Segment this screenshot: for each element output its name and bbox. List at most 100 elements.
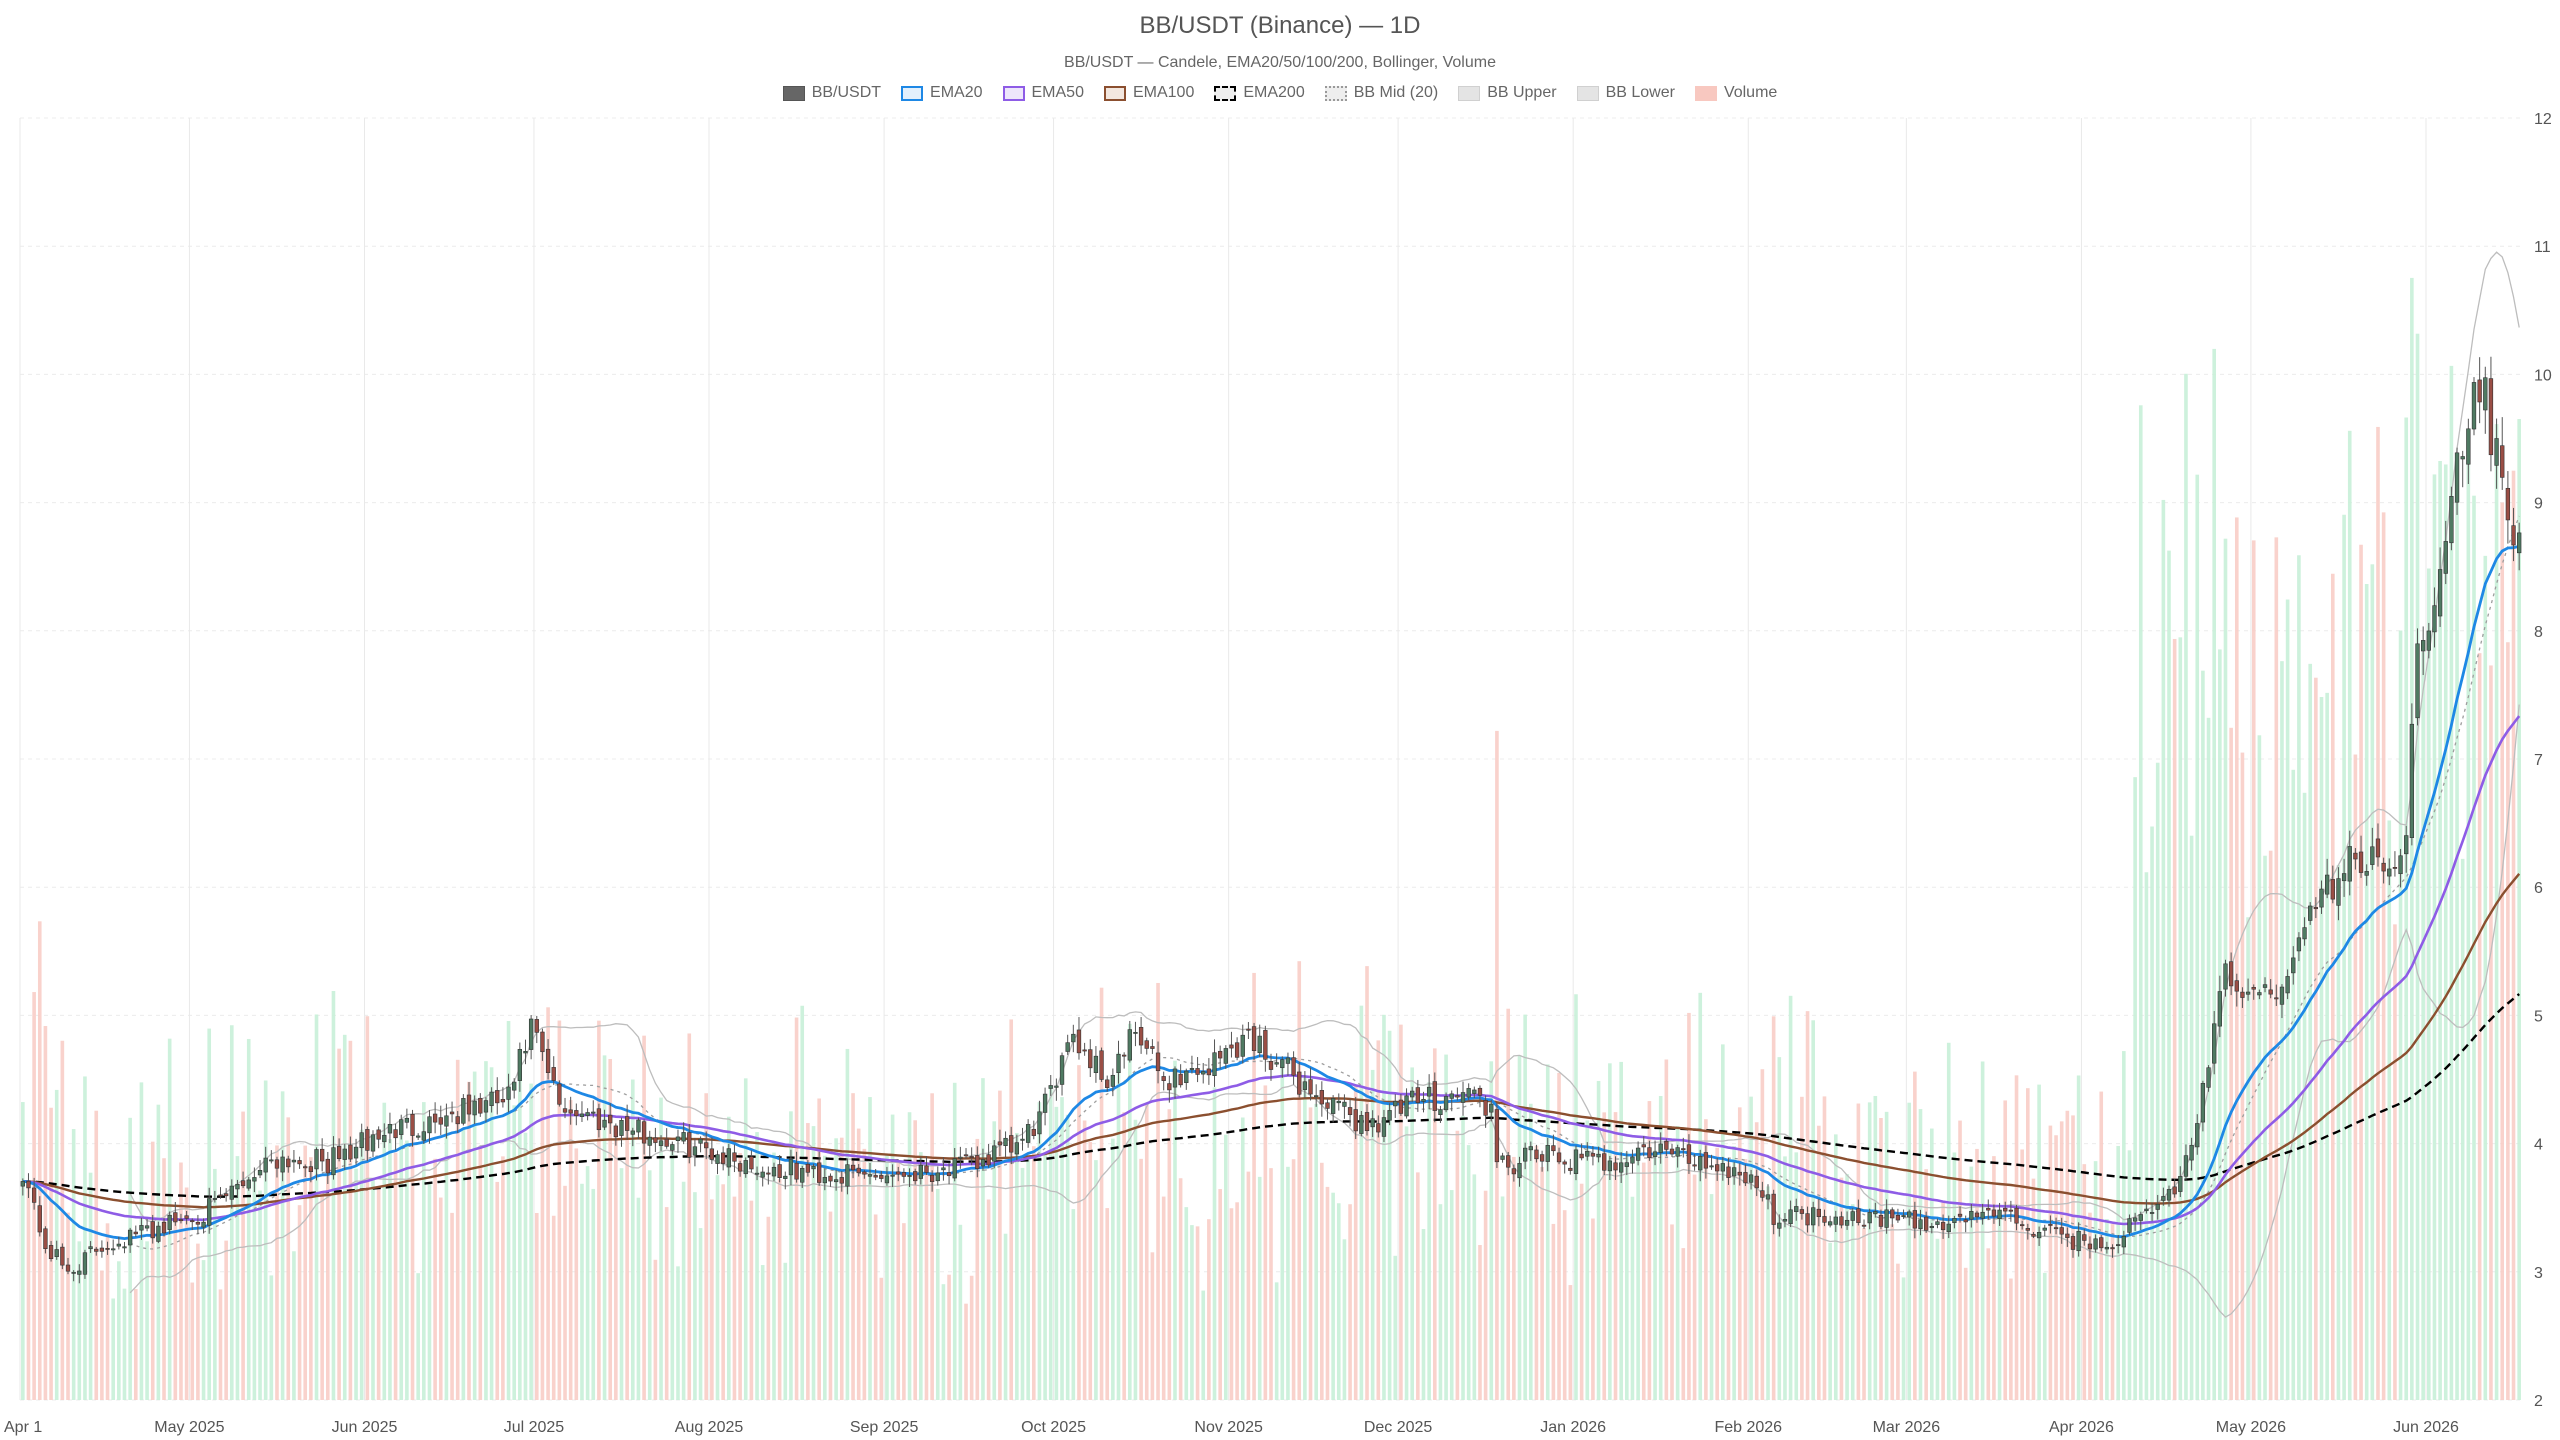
candle-body [1907, 1211, 1912, 1218]
volume-bar [2059, 1121, 2064, 1400]
y-tick-label: 4 [2534, 1137, 2543, 1154]
volume-bar [1602, 1112, 1607, 1400]
candle-body [2443, 541, 2448, 574]
volume-bar [2506, 642, 2510, 1400]
legend-swatch-bb-lower [1576, 85, 1599, 101]
volume-bar [2201, 670, 2205, 1400]
volume-bar [755, 1132, 759, 1400]
volume-bar [427, 1182, 432, 1400]
legend-item-bb-upper[interactable]: BB Upper [1458, 84, 1557, 102]
x-tick-label: Dec 2025 [1364, 1419, 1433, 1436]
volume-bar [2280, 661, 2284, 1400]
candle-body [2483, 377, 2488, 411]
volume-bar [534, 1213, 539, 1400]
volume-bar [1794, 1152, 1799, 1400]
legend-item-ema100[interactable]: EMA100 [1103, 84, 1194, 102]
legend-item-ema200[interactable]: EMA200 [1214, 84, 1305, 102]
volume-bar [2342, 514, 2346, 1400]
x-tick-label: Oct 2025 [1021, 1419, 1086, 1436]
candle-body [1387, 1110, 1392, 1121]
volume-bar [1500, 1196, 1505, 1400]
volume-bar [365, 1016, 370, 1400]
volume-bar [1675, 1126, 1680, 1400]
volume-bar [1613, 1112, 1618, 1400]
candle-body [1596, 1153, 1601, 1158]
volume-bar [1997, 1216, 2002, 1400]
volume-bar [2500, 502, 2505, 1400]
volume-bar [1737, 1107, 1742, 1400]
volume-bar [512, 1105, 516, 1400]
volume-bar [1218, 1189, 1222, 1400]
candle-body [1867, 1212, 1872, 1224]
candle-body [1765, 1194, 1771, 1200]
legend-item-bb-mid[interactable]: BB Mid (20) [1324, 84, 1438, 102]
legend-item-price[interactable]: BB/USDT [782, 84, 881, 102]
volume-bar [1353, 1084, 1358, 1400]
candle-body [1280, 1059, 1285, 1069]
legend-swatch-bb-upper [1458, 85, 1481, 101]
volume-bar [1269, 1168, 1273, 1400]
candle-body [1432, 1081, 1437, 1111]
volume-bar [2477, 653, 2482, 1400]
candle-body [1195, 1068, 1200, 1075]
volume-bar [794, 1017, 799, 1400]
candle-body [1330, 1098, 1336, 1114]
candle-body [1579, 1153, 1584, 1159]
candle-body [1438, 1109, 1443, 1115]
volume-bar [1325, 1186, 1330, 1400]
volume-bar [331, 990, 336, 1400]
volume-bar [2251, 540, 2256, 1400]
volume-bar [1692, 1174, 1697, 1400]
volume-bar [1240, 1117, 1245, 1400]
candle-body [2048, 1224, 2053, 1226]
volume-bar [823, 1155, 827, 1400]
legend-item-ema50[interactable]: EMA50 [1002, 84, 1084, 102]
volume-bar [1173, 1060, 1177, 1400]
legend-item-volume[interactable]: Volume [1694, 84, 1777, 102]
candle-body [1240, 1034, 1245, 1057]
volume-bar [1009, 1019, 1014, 1400]
candle-body [2477, 379, 2482, 403]
legend-label-ema200: EMA200 [1243, 84, 1305, 101]
candle-body [1760, 1190, 1765, 1198]
volume-bar [2438, 460, 2442, 1400]
candle-body [675, 1136, 681, 1141]
legend-item-ema20[interactable]: EMA20 [901, 84, 983, 102]
candle-body [2387, 868, 2392, 877]
volume-bar [1907, 1102, 1912, 1400]
candle-body [1003, 1137, 1008, 1147]
candle-body [726, 1148, 731, 1168]
candle-body [624, 1116, 630, 1131]
candle-body [2234, 980, 2239, 992]
volume-bar [506, 1020, 511, 1400]
candle-body [517, 1049, 522, 1081]
candle-body [1827, 1221, 1833, 1226]
volume-bar [1257, 1176, 1262, 1400]
volume-bar [1658, 1095, 1663, 1400]
volume-bar [992, 1121, 997, 1400]
candle-body [156, 1225, 161, 1242]
candle-body [495, 1090, 500, 1104]
candle-body [1816, 1208, 1822, 1217]
candle-body [1664, 1140, 1669, 1150]
volume-bar [1540, 1167, 1544, 1400]
volume-bar [83, 1076, 87, 1400]
volume-bar [1963, 1267, 1968, 1400]
candle-body [924, 1165, 929, 1173]
legend-item-bb-lower[interactable]: BB Lower [1576, 84, 1675, 102]
candle-body [2313, 907, 2319, 910]
volume-bar [760, 1265, 765, 1400]
candle-body [246, 1179, 251, 1189]
volume-bar [2144, 872, 2149, 1400]
volume-bar [2291, 769, 2296, 1400]
candle-body [1551, 1145, 1556, 1152]
volume-bar [1534, 1145, 1539, 1400]
legend-swatch-ema20 [901, 85, 924, 101]
candle-body [449, 1111, 455, 1115]
legend-swatch-ema200 [1214, 85, 1237, 101]
candle-body [670, 1144, 675, 1151]
candle-body [223, 1193, 229, 1197]
candle-body [2116, 1244, 2121, 1247]
candle-body [2494, 438, 2499, 466]
